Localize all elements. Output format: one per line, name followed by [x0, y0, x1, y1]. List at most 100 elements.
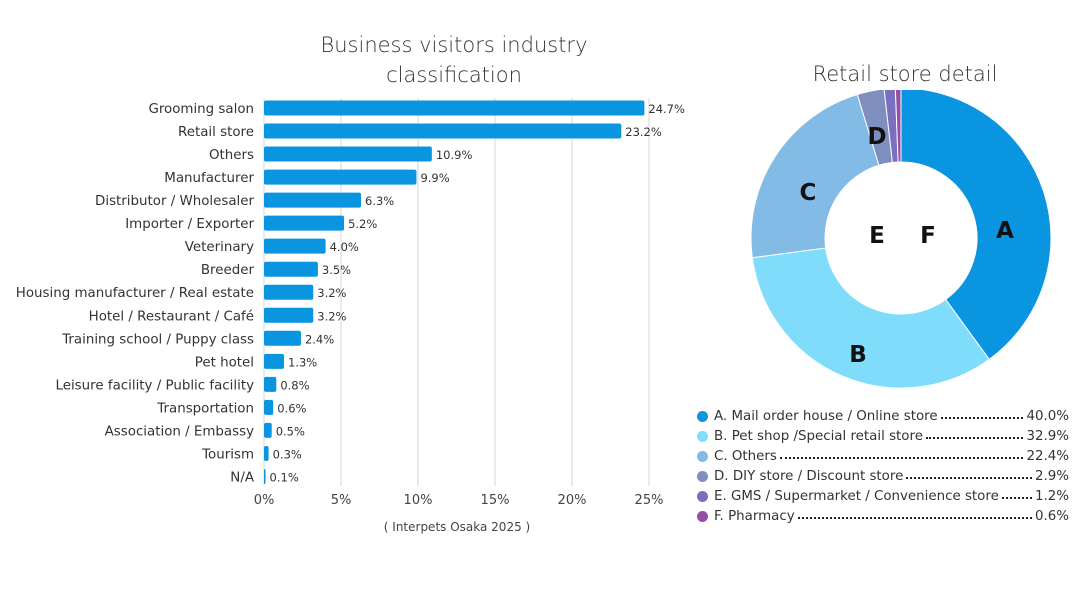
bar-value-label: 3.5% — [322, 263, 351, 277]
legend-value: 2.9% — [1034, 468, 1069, 484]
pie-chart: A B C D E F — [750, 90, 1052, 389]
pie-legend: A. Mail order house / Online store 40.0% B… — [697, 406, 1069, 526]
legend-value: 22.4% — [1026, 448, 1069, 464]
bar — [264, 146, 432, 162]
legend-label: B. Pet shop /Special retail store — [714, 428, 923, 444]
legend-value: 0.6% — [1034, 508, 1069, 524]
category-label: Association / Embassy — [105, 424, 254, 439]
category-label: Pet hotel — [195, 355, 254, 370]
legend-item: F. Pharmacy 0.6% — [697, 506, 1069, 526]
category-label: Retail store — [178, 125, 254, 140]
bar — [264, 422, 272, 438]
bar-value-label: 9.9% — [420, 171, 449, 185]
x-tick-label: 15% — [481, 493, 510, 508]
x-tick-label: 10% — [404, 493, 433, 508]
bar-value-label: 3.2% — [317, 309, 346, 323]
category-label: Leisure facility / Public facility — [56, 378, 255, 393]
bar-value-label: 5.2% — [348, 217, 377, 231]
legend-value: 40.0% — [1026, 408, 1069, 424]
bar-value-label: 0.6% — [277, 401, 306, 415]
bar-value-label: 2.4% — [305, 332, 334, 346]
bar — [264, 100, 645, 116]
bar — [264, 468, 266, 484]
legend-leader-dots — [925, 437, 1024, 439]
legend-leader-dots — [940, 417, 1024, 419]
category-label: Hotel / Restaurant / Café — [89, 308, 254, 324]
bar-value-label: 24.7% — [648, 102, 685, 116]
pie-leader-e — [878, 175, 894, 214]
legend-label: F. Pharmacy — [714, 508, 795, 524]
bar-value-label: 1.3% — [288, 355, 317, 369]
legend-label: E. GMS / Supermarket / Convenience store — [714, 488, 999, 504]
category-label: Manufacturer — [164, 171, 254, 186]
x-tick-label: 25% — [635, 493, 664, 508]
bar-value-label: 0.8% — [280, 378, 309, 392]
legend-leader-dots — [1001, 497, 1032, 499]
pie-leader-f — [899, 175, 925, 214]
category-label: Transportation — [156, 401, 254, 416]
bar-value-label: 3.2% — [317, 286, 346, 300]
pie-slice-c — [750, 93, 880, 259]
bar-value-label: 10.9% — [436, 148, 473, 162]
legend-item: E. GMS / Supermarket / Convenience store… — [697, 486, 1069, 506]
category-label: N/A — [230, 470, 255, 485]
bar — [264, 123, 622, 139]
bar-chart-caption: ( Interpets Osaka 2025 ) — [383, 520, 531, 534]
bar-value-label: 0.1% — [270, 470, 299, 484]
legend-label: D. DIY store / Discount store — [714, 468, 904, 484]
bar — [264, 399, 274, 415]
bar-chart-title-line2: classification — [386, 63, 522, 87]
legend-item: C. Others 22.4% — [697, 446, 1069, 466]
x-tick-label: 5% — [331, 493, 352, 508]
bar-chart-title: Business visitors industry classificatio… — [264, 30, 644, 90]
pie-letter-c: C — [800, 180, 817, 206]
legend-swatch — [697, 510, 708, 522]
legend-label: A. Mail order house / Online store — [714, 408, 938, 424]
pie-letter-f: F — [920, 223, 936, 249]
bar — [264, 238, 326, 254]
bar — [264, 376, 277, 392]
bar — [264, 307, 314, 323]
pie-slice-b — [751, 247, 990, 389]
legend-swatch — [697, 450, 708, 462]
category-label: Importer / Exporter — [125, 217, 254, 232]
bar — [264, 261, 318, 277]
category-label: Grooming salon — [148, 102, 254, 117]
legend-swatch — [697, 410, 708, 422]
category-label: Tourism — [201, 447, 254, 462]
bar-value-label: 4.0% — [330, 240, 359, 254]
legend-label: C. Others — [714, 448, 777, 464]
pie-letter-e: E — [869, 223, 885, 249]
category-label: Veterinary — [185, 240, 254, 255]
x-tick-label: 0% — [254, 493, 275, 508]
pie-chart-title: Retail store detail — [812, 62, 998, 86]
pie-letter-a: A — [996, 218, 1014, 244]
category-label: Training school / Puppy class — [61, 332, 254, 347]
bar — [264, 192, 362, 208]
legend-leader-dots — [797, 517, 1032, 519]
bar — [264, 284, 314, 300]
pie-slice-f — [894, 90, 902, 163]
pie-letter-d: D — [867, 124, 886, 150]
bar — [264, 353, 285, 369]
bar-value-label: 6.3% — [365, 194, 394, 208]
legend-swatch — [697, 430, 708, 442]
legend-value: 32.9% — [1026, 428, 1069, 444]
category-label: Breeder — [201, 263, 255, 278]
bar — [264, 445, 269, 461]
category-label: Distributor / Wholesaler — [95, 194, 254, 209]
category-label: Others — [209, 148, 254, 163]
legend-leader-dots — [779, 457, 1024, 459]
legend-item: D. DIY store / Discount store 2.9% — [697, 466, 1069, 486]
bar-chart: 0% 5% 10% 15% 20% 25% Grooming salon 24.7% Retai… — [16, 98, 685, 508]
bar-value-label: 0.3% — [273, 447, 302, 461]
category-label: Housing manufacturer / Real estate — [16, 286, 254, 301]
pie-slice-a — [900, 90, 1052, 361]
legend-swatch — [697, 470, 708, 482]
x-tick-label: 20% — [558, 493, 587, 508]
bar — [264, 330, 301, 346]
legend-swatch — [697, 490, 708, 502]
legend-value: 1.2% — [1034, 488, 1069, 504]
bar — [264, 169, 417, 185]
bar-chart-title-line1: Business visitors industry — [320, 33, 588, 57]
